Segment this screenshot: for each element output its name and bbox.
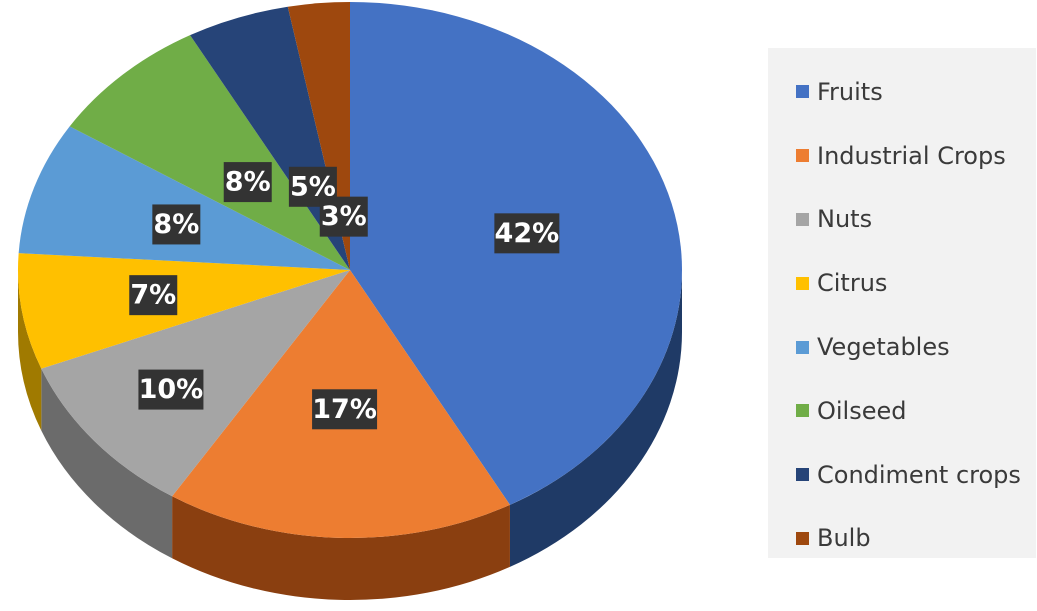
legend-swatch — [796, 85, 809, 99]
data-label-layer: 42%17%10%7%8%8% 5%3% — [129, 162, 560, 430]
data-label-box — [494, 213, 560, 254]
legend-item-industrial-crops: Industrial Crops — [768, 124, 1036, 188]
legend-swatch — [796, 340, 809, 354]
data-label-text: 17% — [312, 394, 377, 425]
legend-label: Nuts — [817, 205, 873, 234]
data-label-oilseed: 8% — [223, 162, 272, 203]
legend-label: Condiment crops — [817, 460, 1021, 489]
legend-label: Fruits — [817, 77, 883, 106]
legend-swatch — [796, 276, 809, 290]
legend-swatch — [796, 468, 809, 482]
legend-item-vegetables: Vegetables — [768, 315, 1036, 379]
legend-item-bulb: Bulb — [768, 507, 1036, 571]
legend-item-nuts: Nuts — [768, 188, 1036, 252]
data-label-nuts: 10% — [138, 369, 204, 410]
data-label-box — [312, 389, 378, 430]
pie-slice-oilseed — [69, 35, 350, 270]
pie-chart: 42%17%10%7%8%8% 5%3% — [17, 2, 682, 600]
data-label-box — [152, 204, 201, 245]
data-label-text: 8% — [225, 167, 271, 198]
legend: Fruits Industrial Crops Nuts Citrus Vegetabl… — [768, 48, 1036, 558]
pie-side-nuts — [41, 368, 173, 559]
legend-item-oilseed: Oilseed — [768, 379, 1036, 443]
pie-slice-vegetables — [18, 126, 351, 270]
data-label-text: 3% — [321, 201, 367, 232]
pie-top-layer — [17, 2, 682, 538]
pie-side-fruits — [509, 270, 682, 567]
data-label-text: 7% — [130, 280, 176, 311]
data-label-box — [138, 369, 204, 410]
data-label-text: 8% — [153, 209, 199, 240]
pie-side-layer — [18, 270, 682, 600]
data-label-citrus: 7% — [129, 275, 178, 316]
pie-side-industrial-crops — [172, 496, 510, 600]
legend-swatch — [796, 404, 809, 418]
data-label-industrial-crops: 17% — [312, 389, 378, 430]
pie-side-citrus — [18, 270, 42, 431]
legend-item-condiment-crops: Condiment crops — [768, 443, 1036, 507]
pie-slice-citrus — [17, 253, 350, 369]
pie-slice-fruits — [350, 2, 682, 505]
legend-swatch — [796, 531, 809, 545]
data-label-box — [129, 275, 178, 316]
legend-item-citrus: Citrus — [768, 251, 1036, 315]
legend-swatch — [796, 149, 809, 163]
legend-label: Bulb — [817, 524, 871, 553]
legend-swatch — [796, 212, 809, 226]
legend-label: Citrus — [817, 269, 888, 298]
data-label-fruits: 42% — [494, 213, 560, 254]
data-label-vegetables: 8% — [152, 204, 201, 245]
legend-label: Vegetables — [817, 333, 950, 362]
data-label-box — [319, 196, 368, 237]
legend-item-fruits: Fruits — [768, 60, 1036, 124]
data-label-text: 10% — [139, 374, 204, 405]
data-label-text: 42% — [495, 218, 560, 249]
legend-label: Oilseed — [817, 396, 907, 425]
data-label-bulb: 3% — [319, 196, 368, 237]
data-label-box — [223, 162, 272, 203]
legend-label: Industrial Crops — [817, 141, 1006, 170]
